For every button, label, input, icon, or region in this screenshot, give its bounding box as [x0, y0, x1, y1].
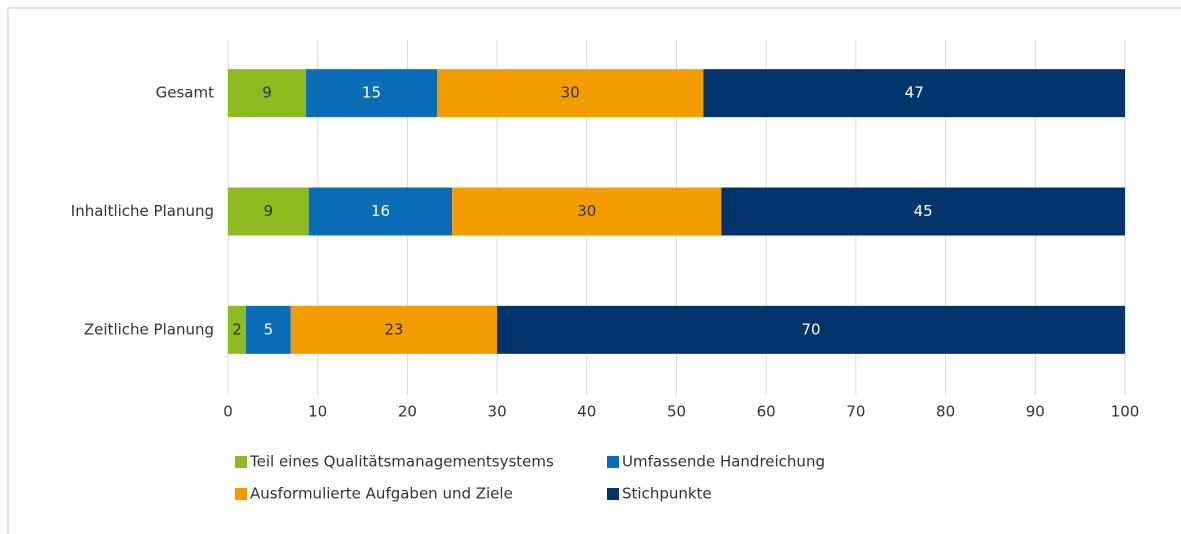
bar-segment	[228, 187, 309, 236]
legend-label: Teil eines Qualitätsmanagementsystems	[249, 453, 554, 471]
legend-label: Stichpunkte	[622, 485, 712, 503]
bar-segment	[306, 69, 438, 118]
bar-segment	[245, 305, 291, 354]
data-label: 16	[371, 202, 390, 220]
data-label: 9	[262, 84, 272, 102]
bar-segment	[703, 69, 1125, 118]
x-tick-label: 70	[846, 403, 865, 421]
bar-segment	[721, 187, 1125, 236]
bar-segment	[228, 69, 307, 118]
x-tick-label: 40	[577, 403, 596, 421]
x-tick-label: 90	[1026, 403, 1045, 421]
legend-swatch	[607, 488, 619, 500]
bar-segment	[497, 305, 1126, 354]
legend-swatch	[235, 488, 247, 500]
data-label: 47	[905, 84, 924, 102]
bar-segment	[452, 187, 722, 236]
data-label: 2	[232, 320, 242, 338]
x-tick-label: 20	[398, 403, 417, 421]
y-tick-label: Zeitliche Planung	[84, 320, 214, 338]
frame	[7, 7, 1181, 534]
bar-segment	[437, 69, 704, 118]
x-tick-label: 30	[488, 403, 507, 421]
data-label: 45	[914, 202, 933, 220]
data-label: 9	[264, 202, 274, 220]
x-tick-label: 60	[757, 403, 776, 421]
data-label: 15	[362, 84, 381, 102]
legend-label: Ausformulierte Aufgaben und Ziele	[250, 485, 513, 503]
bar-segment	[290, 305, 498, 354]
legend-label: Umfassende Handreichung	[622, 453, 825, 471]
legend-swatch	[235, 456, 247, 468]
x-tick-label: 80	[936, 403, 955, 421]
x-tick-label: 10	[308, 403, 327, 421]
x-tick-label: 0	[223, 403, 233, 421]
bar-segment	[308, 187, 453, 236]
data-label: 70	[802, 320, 821, 338]
y-tick-label: Inhaltliche Planung	[71, 202, 214, 220]
legend-swatch	[607, 456, 619, 468]
y-tick-label: Gesamt	[156, 84, 214, 102]
data-label: 5	[264, 320, 274, 338]
x-tick-label: 100	[1111, 403, 1140, 421]
data-label: 23	[384, 320, 403, 338]
data-label: 30	[561, 84, 580, 102]
bar-segment	[228, 305, 246, 354]
data-label: 30	[577, 202, 596, 220]
x-tick-label: 50	[667, 403, 686, 421]
